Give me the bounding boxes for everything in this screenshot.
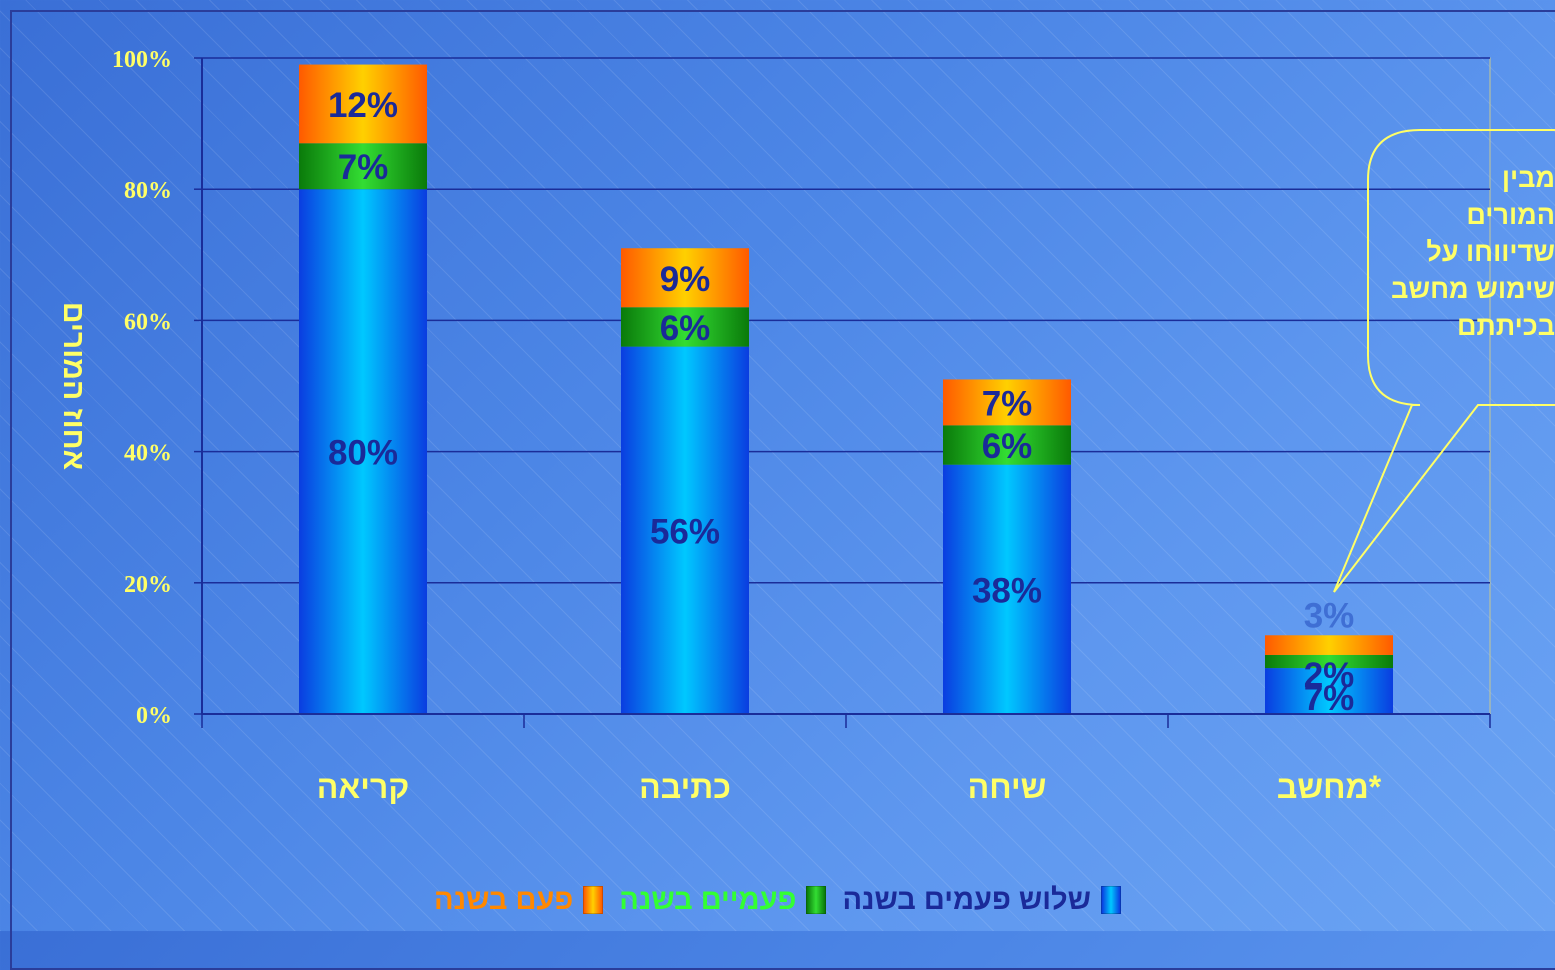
legend-item-three-times: שלוש פעמים בשנה [842, 884, 1121, 917]
callout-bubble [1333, 129, 1555, 593]
data-label-twice: 7% [338, 148, 389, 187]
callout-line-5: בכיתתם [1456, 311, 1555, 341]
data-label-once: 7% [982, 384, 1033, 423]
legend-item-twice: פעמיים בשנה [619, 883, 827, 917]
data-label-once: 9% [660, 260, 711, 299]
bar-segment-once [943, 379, 1071, 426]
bar-segment-twice [299, 143, 427, 190]
data-label-twice: 6% [660, 309, 711, 348]
bar-segment-three-times [943, 464, 1071, 714]
x-category-label: כתיבה [639, 769, 731, 805]
y-tick-label: 60% [124, 309, 172, 335]
data-label-twice: 6% [982, 427, 1033, 466]
data-label-three-times: 38% [972, 571, 1042, 610]
legend-swatch-once [583, 886, 604, 914]
chart-legend: שלוש פעמים בשנה פעמיים בשנה פעם בשנה [0, 880, 1555, 920]
data-label-once: 12% [328, 86, 398, 125]
legend-swatch-twice [806, 886, 827, 914]
legend-label-once: פעם בשנה [434, 883, 574, 916]
y-tick-label: 80% [124, 178, 172, 204]
legend-label-three-times: שלוש פעמים בשנה [842, 883, 1091, 916]
callout-line-3: שדיווחו על [1426, 237, 1555, 267]
callout-line-2: המורים [1466, 200, 1555, 230]
bar-segment-twice [621, 307, 749, 347]
y-tick-label: 100% [112, 47, 172, 73]
x-category-label: שיחה [968, 769, 1047, 805]
x-category-label: קריאה [317, 769, 409, 805]
callout-line-1: מבין [1501, 163, 1555, 193]
y-tick-label: 0% [136, 703, 172, 729]
legend-label-twice: פעמיים בשנה [619, 883, 797, 916]
data-label-three-times: 80% [328, 434, 398, 473]
bar-segment-three-times [1265, 668, 1393, 714]
background-hatch [0, 0, 1555, 931]
callout-line-4: שימוש מחשב [1391, 274, 1555, 304]
bar-segment-once [1265, 635, 1393, 655]
bar-segment-three-times [621, 346, 749, 714]
bar-segment-twice [943, 425, 1071, 465]
stacked-bar-chart: 0% 20% 40% 60% 80% 100% אחוז המורים קריאה כתיבה ש… [57, 47, 1555, 805]
data-label-three-times: 56% [650, 512, 720, 551]
y-tick-label: 20% [124, 572, 172, 598]
legend-item-once: פעם בשנה [434, 883, 604, 917]
bar-segment-twice [1265, 654, 1393, 669]
y-tick-label: 40% [124, 441, 172, 467]
data-label-twice: 2% [1304, 656, 1355, 695]
y-axis-label: אחוז המורים [57, 302, 90, 470]
bar-segment-three-times [299, 189, 427, 714]
data-label-once: 3% [1304, 596, 1355, 635]
bar-segment-once [299, 64, 427, 144]
x-category-label: מחשב* [1277, 769, 1382, 805]
legend-swatch-three-times [1100, 886, 1121, 914]
callout-text: מבין המורים שדיווחו על שימוש מחשב בכיתתם [1380, 160, 1555, 345]
data-label-three-times: 7% [1304, 679, 1355, 718]
bar-segment-once [621, 248, 749, 308]
